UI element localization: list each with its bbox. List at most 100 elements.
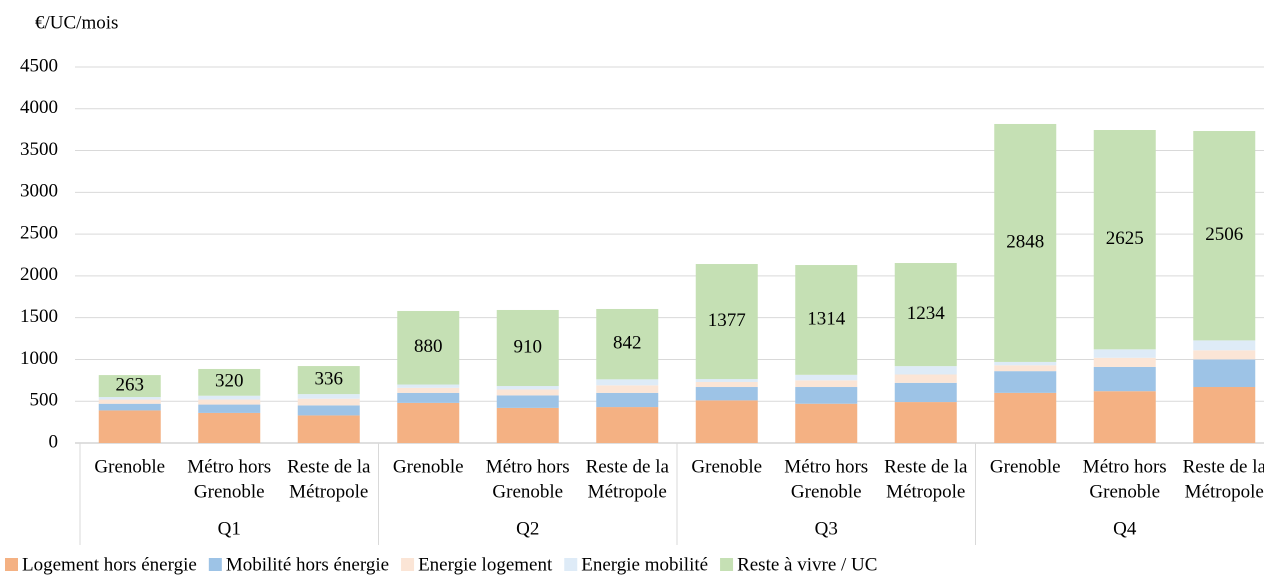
- bar-segment: [297, 398, 360, 406]
- bar-segment: [994, 361, 1057, 366]
- bar-segment: [397, 392, 460, 403]
- bar-segment: [795, 374, 858, 381]
- data-label: 2848: [1006, 231, 1044, 252]
- legend-label: Reste à vivre / UC: [737, 554, 877, 575]
- group-label: Q1: [218, 518, 241, 539]
- legend-swatch: [5, 558, 18, 571]
- group-label: Q2: [516, 518, 539, 539]
- bar-segment: [894, 382, 957, 403]
- bar-segment: [795, 387, 858, 404]
- bar-segment: [98, 403, 161, 411]
- bar-segment: [994, 371, 1057, 393]
- bar-segment: [894, 374, 957, 383]
- y-tick-label: 1000: [20, 348, 58, 369]
- bar-segment: [297, 394, 360, 399]
- bar-segment: [596, 392, 659, 408]
- y-tick-label: 2000: [20, 264, 58, 285]
- legend-label: Energie mobilité: [581, 554, 708, 575]
- bar-segment: [596, 385, 659, 393]
- bar-segment: [496, 309, 559, 387]
- x-tick-label: Métro hors: [1083, 456, 1167, 477]
- x-tick-label: Grenoble: [691, 456, 762, 477]
- x-tick-label: Métro hors: [784, 456, 868, 477]
- bar-segment: [596, 407, 659, 443]
- bar-segment: [994, 392, 1057, 443]
- data-label: 1377: [708, 310, 746, 331]
- data-label: 880: [414, 336, 443, 357]
- legend-swatch: [208, 558, 222, 571]
- bar-segment: [695, 400, 758, 443]
- bar-segment: [1193, 131, 1256, 341]
- bar-segment: [894, 366, 957, 375]
- bar-segment: [695, 379, 758, 383]
- bar-segment: [795, 380, 858, 388]
- x-tick-label: Métro hors: [187, 456, 271, 477]
- bar-segment: [198, 412, 261, 443]
- x-tick-label: Reste de la: [586, 456, 670, 477]
- bar-segment: [894, 263, 957, 367]
- bar-segment: [695, 264, 758, 380]
- bar-segment: [1093, 349, 1156, 358]
- bar-segment: [994, 123, 1057, 362]
- bar-segment: [397, 384, 460, 388]
- x-tick-label: Grenoble: [194, 481, 265, 502]
- bar-segment: [98, 399, 161, 404]
- legend-swatch: [720, 558, 734, 571]
- group-label: Q3: [815, 518, 838, 539]
- bar-segment: [397, 310, 460, 385]
- x-tick-label: Métropole: [588, 481, 667, 502]
- x-tick-label: Métro hors: [486, 456, 570, 477]
- x-tick-label: Grenoble: [393, 456, 464, 477]
- y-tick-label: 2500: [20, 222, 58, 243]
- legend-swatch: [564, 558, 578, 571]
- x-tick-label: Métropole: [289, 481, 368, 502]
- x-tick-label: Grenoble: [791, 481, 862, 502]
- data-label: 1234: [907, 303, 946, 324]
- bar-segment: [795, 403, 858, 443]
- y-tick-label: 1500: [20, 306, 58, 327]
- bar-segment: [596, 379, 659, 386]
- bar-segment: [297, 415, 360, 443]
- data-label: 320: [215, 371, 244, 392]
- y-tick-label: 0: [49, 431, 59, 452]
- bar-segment: [1193, 340, 1256, 351]
- y-tick-label: 4500: [20, 55, 58, 76]
- x-tick-label: Reste de la: [287, 456, 371, 477]
- bar-segment: [397, 402, 460, 443]
- bar-segment: [297, 366, 360, 395]
- x-tick-label: Grenoble: [492, 481, 563, 502]
- data-label: 2625: [1106, 228, 1144, 249]
- bar-segment: [596, 308, 659, 380]
- bar-segment: [496, 386, 559, 390]
- bar-segment: [994, 365, 1057, 372]
- x-tick-label: Reste de la: [884, 456, 968, 477]
- bar-segment: [795, 265, 858, 375]
- bar-segment: [1093, 357, 1156, 367]
- bar-segment: [1093, 130, 1156, 350]
- bar-segment: [297, 405, 360, 416]
- bar-segment: [1193, 359, 1256, 388]
- y-tick-label: 3000: [20, 181, 58, 202]
- bar-segment: [397, 387, 460, 393]
- bar-segment: [1093, 366, 1156, 392]
- bar-segment: [198, 399, 261, 405]
- bar-segment: [894, 402, 957, 443]
- bar-segment: [98, 410, 161, 443]
- y-tick-label: 4000: [20, 97, 58, 118]
- x-tick-label: Reste de la: [1183, 456, 1264, 477]
- bar-segment: [1093, 391, 1156, 443]
- bar-segment: [198, 404, 261, 413]
- data-label: 1314: [807, 308, 846, 329]
- bar-segment: [695, 382, 758, 388]
- legend-label: Logement hors énergie: [22, 554, 197, 575]
- y-tick-label: 3500: [20, 139, 58, 160]
- data-label: 2506: [1205, 224, 1243, 245]
- bar-segment: [198, 395, 261, 400]
- bar-segment: [695, 387, 758, 401]
- bar-segment: [98, 397, 161, 400]
- bar-segment: [1193, 387, 1256, 443]
- x-tick-label: Métropole: [886, 481, 965, 502]
- legend-swatch: [401, 558, 415, 571]
- data-label: 336: [315, 368, 344, 389]
- x-tick-label: Métropole: [1185, 481, 1264, 502]
